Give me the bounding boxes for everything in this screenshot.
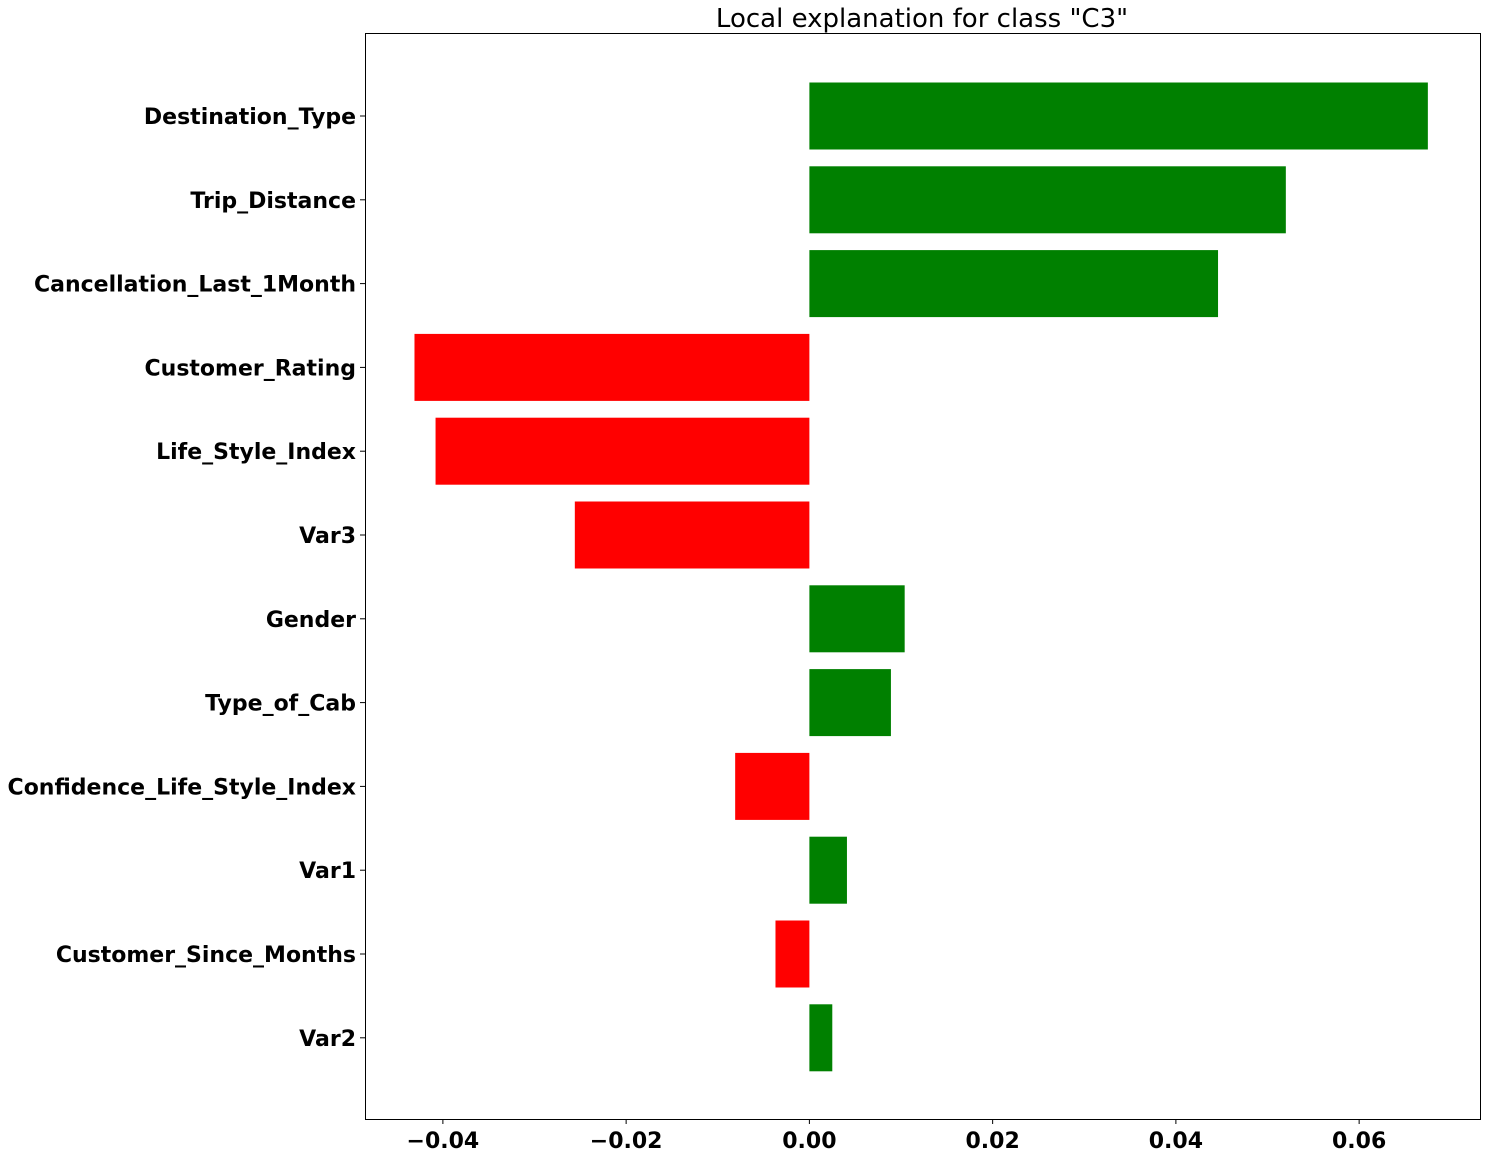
- bar-customer-rating: [414, 333, 810, 401]
- bar-var2: [809, 1004, 833, 1072]
- bar-var1: [809, 836, 847, 904]
- bars-layer: [414, 82, 1428, 1072]
- bar-life-style-index: [435, 417, 810, 485]
- bar-customer-since-months: [775, 920, 810, 988]
- x-tick-label: −0.02: [590, 1129, 663, 1154]
- y-axis-ticks: Destination_Type Trip_Distance Cancellatio…: [8, 105, 365, 1052]
- y-tick-label: Gender: [266, 608, 356, 633]
- bar-gender: [809, 585, 905, 653]
- y-tick-label: Type_of_Cab: [205, 692, 356, 717]
- chart-title: Local explanation for class "C3": [716, 4, 1128, 34]
- y-tick-label: Var3: [299, 524, 356, 549]
- y-tick-label: Life_Style_Index: [156, 440, 356, 465]
- x-axis-ticks: −0.04 −0.02 0.00 0.02 0.04 0.06: [407, 1119, 1386, 1154]
- x-tick-label: −0.04: [407, 1129, 480, 1154]
- bar-destination-type: [809, 82, 1428, 150]
- y-tick-label: Customer_Rating: [145, 356, 356, 381]
- x-tick-label: 0.06: [1332, 1129, 1386, 1154]
- y-tick-label: Var2: [299, 1027, 356, 1052]
- y-tick-label: Customer_Since_Months: [56, 943, 356, 968]
- x-tick-label: 0.02: [965, 1129, 1019, 1154]
- y-tick-label: Destination_Type: [144, 105, 356, 130]
- bar-trip-distance: [809, 166, 1286, 234]
- y-tick-label: Var1: [299, 859, 356, 884]
- y-tick-label: Cancellation_Last_1Month: [34, 273, 356, 298]
- y-tick-label: Confidence_Life_Style_Index: [8, 775, 356, 800]
- y-tick-label: Trip_Distance: [190, 189, 356, 214]
- bar-confidence-life-style-index: [735, 752, 810, 820]
- x-tick-label: 0.04: [1149, 1129, 1203, 1154]
- x-tick-label: 0.00: [782, 1129, 836, 1154]
- bar-var3: [574, 501, 810, 569]
- plot-frame: [365, 33, 1481, 1120]
- bar-type-of-cab: [809, 669, 891, 737]
- bar-cancellation-last-1month: [809, 250, 1219, 318]
